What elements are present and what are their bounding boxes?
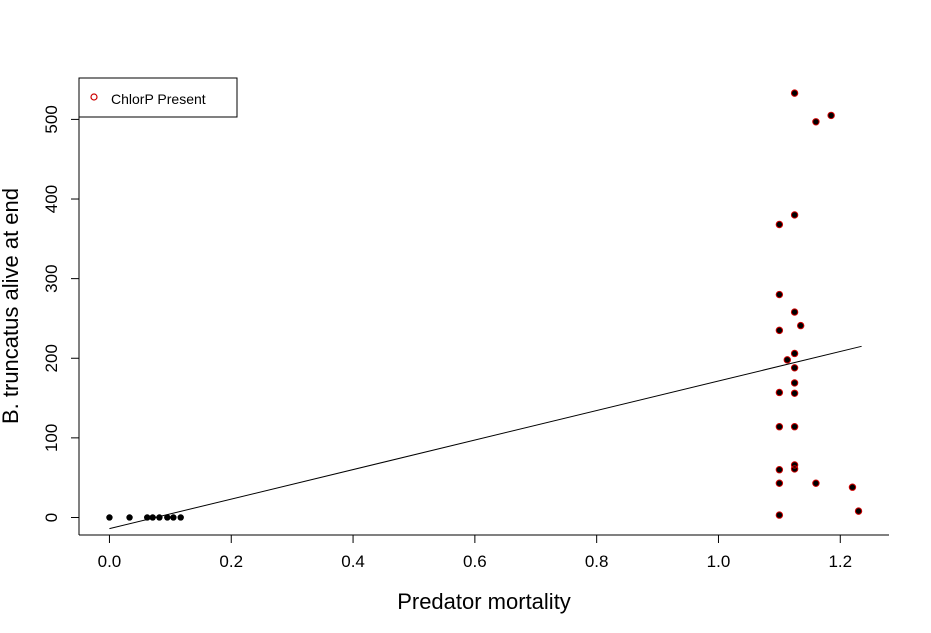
- data-point: [791, 350, 798, 357]
- x-tick-label: 1.2: [828, 552, 852, 571]
- x-axis-title: Predator mortality: [397, 589, 571, 614]
- data-point: [797, 322, 804, 329]
- data-point: [776, 291, 783, 298]
- axes: [78, 78, 889, 536]
- data-point-outline: [790, 211, 799, 219]
- data-point: [144, 514, 151, 521]
- legend-label: ChlorP Present: [111, 91, 206, 107]
- x-tick-label: 1.0: [707, 552, 731, 571]
- data-point-outline: [790, 461, 799, 469]
- data-point-outline: [796, 321, 805, 330]
- data-point-outline: [812, 118, 820, 126]
- data-point: [126, 514, 133, 521]
- data-point: [776, 423, 783, 430]
- data-point-outline: [848, 483, 857, 491]
- data-point-outline: [790, 364, 799, 372]
- data-point-outline: [790, 465, 799, 473]
- x-tick-label: 0.2: [219, 552, 243, 571]
- data-point-outline: [854, 507, 863, 515]
- data-point: [812, 118, 820, 125]
- data-point-outline: [827, 111, 835, 120]
- legend: ChlorP Present: [78, 77, 238, 118]
- data-point-outline: [775, 479, 784, 487]
- data-point: [776, 480, 783, 487]
- legend-box: [78, 77, 238, 118]
- data-point: [170, 514, 177, 521]
- data-point: [791, 390, 798, 397]
- data-point: [827, 112, 835, 119]
- data-point-outline: [812, 479, 820, 487]
- data-point-outline: [775, 466, 784, 474]
- y-tick-label: 500: [42, 105, 61, 133]
- data-point-outline: [775, 511, 784, 519]
- data-point: [776, 466, 783, 473]
- x-tick-label: 0.6: [463, 552, 487, 571]
- data-point-outline: [790, 349, 799, 358]
- y-tick-label: 200: [42, 344, 61, 372]
- data-point-outline: [775, 388, 784, 397]
- data-point: [791, 423, 798, 430]
- y-tick-label: 100: [42, 424, 61, 452]
- y-tick-label: 0: [42, 513, 61, 522]
- regression-line-group: [109, 345, 862, 530]
- data-point-outline: [775, 290, 784, 299]
- data-point-outline: [775, 326, 784, 335]
- data-point: [791, 89, 798, 97]
- data-point-outline: [775, 423, 784, 431]
- data-point: [849, 484, 856, 491]
- data-point: [776, 389, 783, 396]
- data-point: [784, 356, 791, 364]
- data-point: [776, 221, 783, 228]
- data-point: [791, 308, 798, 316]
- data-point: [149, 514, 156, 521]
- x-tick-label: 0.4: [341, 552, 365, 571]
- data-point: [855, 507, 862, 515]
- data-point: [106, 514, 113, 521]
- data-point: [177, 514, 184, 521]
- data-point: [791, 379, 798, 387]
- y-tick-label: 400: [42, 185, 61, 213]
- legend-marker-icon: [90, 93, 98, 101]
- data-point: [791, 211, 798, 219]
- data-point-outline: [790, 423, 799, 431]
- data-point-outline: [790, 379, 799, 387]
- regression-line: [109, 345, 862, 530]
- data-point: [156, 514, 163, 521]
- data-point: [776, 511, 783, 519]
- data-point: [812, 480, 820, 487]
- data-point: [164, 514, 171, 521]
- x-tick-label: 0.8: [585, 552, 609, 571]
- y-axis-title: B. truncatus alive at end: [0, 188, 23, 424]
- data-point-outline: [790, 89, 799, 97]
- y-tick-label: 300: [42, 264, 61, 292]
- data-points: [106, 89, 863, 521]
- data-point-outline: [775, 220, 784, 229]
- data-point: [776, 327, 783, 334]
- x-tick-label: 0.0: [98, 552, 122, 571]
- ticks: 0.0 0.2 0.4 0.6 0.8 1.0 1.2 0 100 200 300 400 500: [42, 105, 852, 571]
- data-point-outline: [790, 308, 799, 316]
- data-point: [791, 364, 798, 372]
- data-point-outline: [783, 356, 791, 364]
- data-point-outline: [790, 389, 799, 397]
